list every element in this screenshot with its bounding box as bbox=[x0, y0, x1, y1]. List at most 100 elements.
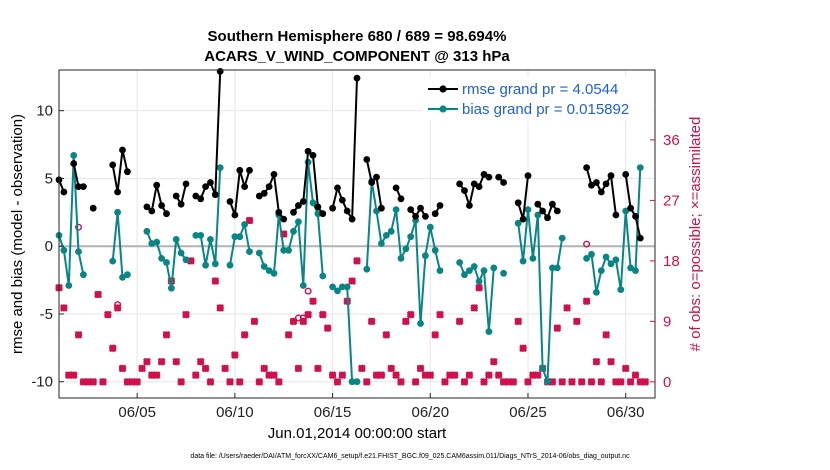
rmse-point bbox=[207, 179, 214, 186]
obs-assimilated-marker bbox=[553, 324, 562, 332]
rmse-point bbox=[309, 152, 317, 159]
bias-point bbox=[75, 248, 82, 256]
bias-point bbox=[319, 272, 327, 280]
x-tick-label: 06/30 bbox=[607, 404, 645, 421]
bias-point bbox=[168, 284, 175, 292]
rmse-point bbox=[295, 202, 302, 209]
obs-assimilated-marker bbox=[226, 378, 234, 386]
x-tick-label: 06/25 bbox=[509, 404, 547, 421]
rmse-point bbox=[163, 210, 170, 218]
obs-assimilated-marker bbox=[616, 378, 625, 386]
bias-point bbox=[475, 278, 483, 285]
rmse-point bbox=[226, 198, 234, 205]
rmse-point bbox=[280, 215, 288, 223]
bias-point bbox=[246, 248, 253, 256]
rmse-point bbox=[373, 173, 380, 181]
rmse-point bbox=[407, 206, 415, 214]
rmse-point bbox=[143, 203, 151, 211]
y-tick-label-left: -10 bbox=[31, 374, 53, 391]
rmse-point bbox=[60, 188, 68, 196]
bias-point bbox=[177, 249, 185, 257]
obs-assimilated-marker bbox=[333, 378, 342, 386]
obs-assimilated-marker bbox=[201, 364, 210, 373]
rmse-point bbox=[109, 161, 117, 169]
obs-assimilated-marker bbox=[84, 378, 93, 386]
bias-point bbox=[558, 234, 566, 242]
bias-point bbox=[417, 320, 424, 327]
obs-assimilated-marker bbox=[402, 317, 410, 326]
bias-point bbox=[329, 283, 336, 291]
legend-bias-marker bbox=[439, 105, 447, 113]
bias-point bbox=[431, 246, 439, 254]
rmse-point bbox=[417, 204, 424, 212]
bias-point bbox=[529, 255, 537, 262]
obs-assimilated-marker bbox=[612, 378, 620, 386]
rmse-point bbox=[70, 160, 78, 167]
rmse-point bbox=[246, 166, 253, 174]
obs-assimilated-marker bbox=[60, 304, 68, 312]
rmse-point bbox=[158, 202, 166, 209]
obs-assimilated-marker bbox=[289, 317, 298, 326]
rmse-point bbox=[75, 183, 82, 191]
rmse-point bbox=[329, 204, 336, 212]
bias-point bbox=[480, 267, 488, 274]
obs-assimilated-marker bbox=[504, 378, 513, 386]
bias-point bbox=[80, 271, 87, 279]
obs-assimilated-marker bbox=[279, 230, 288, 238]
obs-assimilated-marker bbox=[519, 344, 527, 353]
rmse-point bbox=[524, 172, 532, 180]
bias-point bbox=[407, 233, 415, 241]
obs-assimilated-marker bbox=[367, 317, 376, 326]
obs-assimilated-marker bbox=[514, 317, 523, 326]
bias-point bbox=[636, 164, 644, 172]
rmse-point bbox=[534, 200, 542, 208]
bias-point bbox=[539, 364, 546, 372]
bias-point bbox=[583, 255, 590, 262]
obs-assimilated-marker bbox=[231, 351, 239, 359]
rmse-point bbox=[363, 156, 371, 163]
rmse-point bbox=[632, 213, 639, 220]
obs-assimilated-marker bbox=[206, 378, 215, 386]
bias-point bbox=[158, 255, 166, 262]
bias-point bbox=[422, 252, 429, 260]
bias-point bbox=[632, 267, 639, 274]
y-tick-label-right: 27 bbox=[663, 192, 680, 209]
series-layer bbox=[55, 68, 650, 386]
bias-point bbox=[109, 257, 117, 265]
obs-assimilated-marker bbox=[216, 304, 225, 312]
rmse-point bbox=[270, 171, 278, 178]
rmse-point bbox=[495, 173, 503, 181]
bias-point bbox=[197, 232, 205, 239]
bias-point bbox=[270, 269, 278, 277]
obs-assimilated-marker bbox=[475, 283, 483, 292]
rmse-point bbox=[334, 184, 341, 192]
obs-assimilated-marker bbox=[235, 378, 244, 386]
y-axis-label-right: # of obs: o=possible; ×=assimilated bbox=[687, 117, 704, 352]
y-tick-label-left: 5 bbox=[45, 170, 53, 187]
bias-point bbox=[461, 271, 468, 279]
rmse-point bbox=[153, 181, 161, 189]
rmse-point bbox=[368, 179, 376, 186]
rmse-point bbox=[461, 187, 468, 195]
rmse-point bbox=[514, 199, 522, 207]
bias-point bbox=[114, 208, 121, 216]
obs-assimilated-marker bbox=[499, 378, 508, 386]
rmse-point bbox=[353, 74, 361, 82]
rmse-point bbox=[275, 208, 283, 216]
obs-assimilated-marker bbox=[470, 304, 479, 312]
bias-point bbox=[456, 259, 463, 266]
x-axis-label: Jun.01,2014 00:00:00 start bbox=[268, 425, 447, 442]
rmse-point bbox=[236, 166, 244, 174]
x-tick-label: 06/15 bbox=[314, 404, 352, 421]
obs-assimilated-marker bbox=[89, 378, 98, 386]
bias-point bbox=[397, 255, 405, 262]
bias-point bbox=[593, 288, 600, 296]
legend-rmse-label: rmse grand pr = 4.0544 bbox=[462, 81, 618, 98]
obs-assimilated-marker bbox=[494, 371, 503, 379]
obs-assimilated-marker bbox=[592, 357, 601, 366]
rmse-point bbox=[553, 207, 561, 215]
rmse-point bbox=[319, 210, 327, 218]
bias-point bbox=[519, 257, 527, 265]
obs-assimilated-marker bbox=[509, 378, 518, 386]
